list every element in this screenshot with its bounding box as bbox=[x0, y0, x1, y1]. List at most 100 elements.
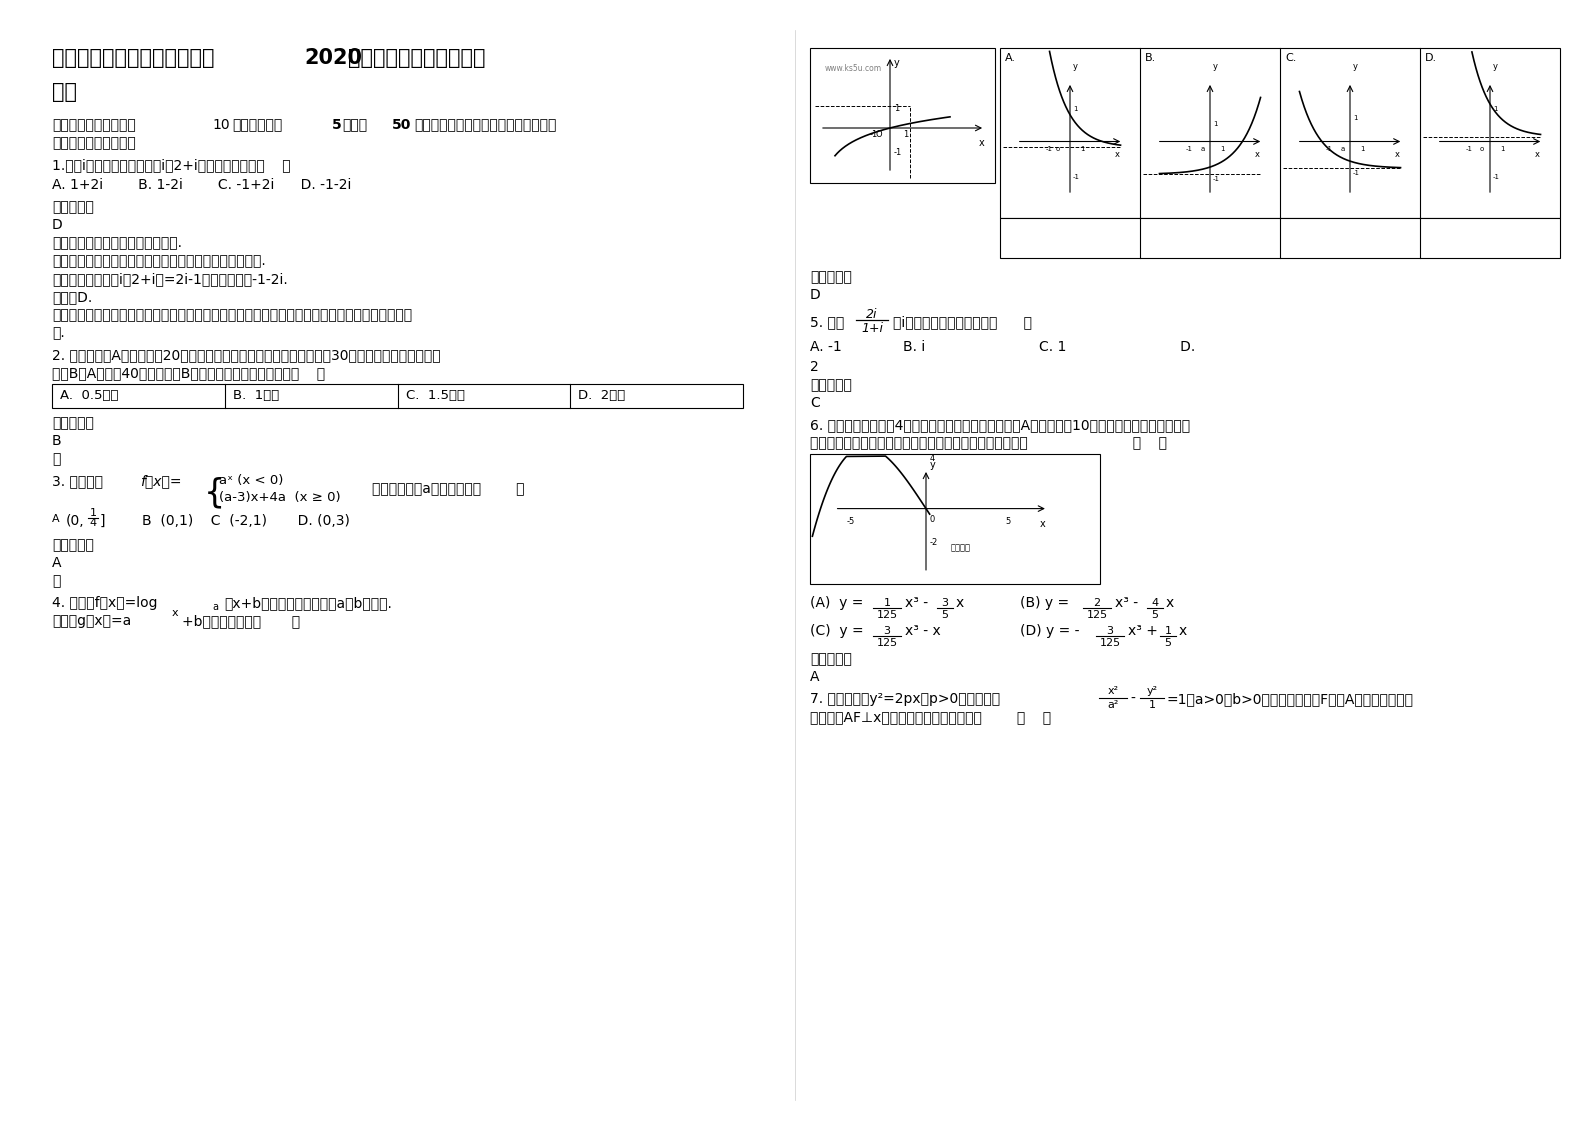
Text: y: y bbox=[893, 58, 900, 68]
Text: -1: -1 bbox=[870, 130, 878, 139]
Text: D.  2小时: D. 2小时 bbox=[578, 389, 625, 402]
Text: 交点，且AF⊥x轴，则该双曲线的离心率为        （    ）: 交点，且AF⊥x轴，则该双曲线的离心率为 （ ） bbox=[809, 710, 1051, 724]
Text: -1: -1 bbox=[1466, 146, 1473, 151]
Text: y: y bbox=[930, 460, 936, 470]
Text: 参考答案：: 参考答案： bbox=[52, 200, 94, 214]
Text: (B) y =: (B) y = bbox=[1020, 596, 1073, 610]
Text: {: { bbox=[205, 476, 225, 509]
Text: 1: 1 bbox=[1149, 700, 1155, 710]
Text: x: x bbox=[1535, 149, 1541, 158]
Bar bbox=[809, 454, 1100, 583]
Text: 1: 1 bbox=[1220, 146, 1225, 151]
Text: (A)  y =: (A) y = bbox=[809, 596, 868, 610]
Text: （i是虚数单位）的虚部为（      ）: （i是虚数单位）的虚部为（ ） bbox=[893, 315, 1032, 329]
Text: 4: 4 bbox=[89, 518, 97, 528]
Text: -: - bbox=[1130, 692, 1135, 706]
Text: +b的大致图象是（       ）: +b的大致图象是（ ） bbox=[183, 614, 300, 628]
Text: 1: 1 bbox=[1500, 146, 1504, 151]
Text: C.: C. bbox=[1285, 53, 1297, 63]
Text: 略: 略 bbox=[52, 574, 60, 588]
Text: 2. 台风中心从A地以每小时20千米的速度向东北方向移动，离台风中心30千米内的地区为危险区，: 2. 台风中心从A地以每小时20千米的速度向东北方向移动，离台风中心30千米内的… bbox=[52, 348, 441, 362]
Text: 2020: 2020 bbox=[305, 48, 362, 68]
Text: x: x bbox=[955, 596, 965, 610]
Text: 1: 1 bbox=[893, 104, 900, 113]
Text: -1: -1 bbox=[1212, 176, 1220, 182]
Text: 5: 5 bbox=[1152, 610, 1159, 620]
Text: x³ -: x³ - bbox=[905, 596, 928, 610]
Text: 125: 125 bbox=[876, 610, 898, 620]
Text: -5: -5 bbox=[847, 516, 855, 525]
Text: ]: ] bbox=[100, 514, 105, 528]
Text: o: o bbox=[1055, 146, 1060, 151]
Text: 略: 略 bbox=[52, 452, 60, 466]
Text: 5. 复数: 5. 复数 bbox=[809, 315, 844, 329]
Text: （x+b）的图象如图，其中a，b为常数.: （x+b）的图象如图，其中a，b为常数. bbox=[224, 596, 392, 610]
Text: 50: 50 bbox=[392, 118, 411, 132]
Text: B.  1小时: B. 1小时 bbox=[233, 389, 279, 402]
Text: -1: -1 bbox=[1185, 146, 1193, 151]
Text: 5: 5 bbox=[332, 118, 341, 132]
Text: A: A bbox=[809, 670, 819, 684]
Text: 参考答案：: 参考答案： bbox=[52, 416, 94, 430]
Text: A: A bbox=[52, 557, 62, 570]
Text: 【点评】本题考查共轭复数的定义、复数的四则运算法则，考查了推理能力与计算能力，属于基础: 【点评】本题考查共轭复数的定义、复数的四则运算法则，考查了推理能力与计算能力，属… bbox=[52, 309, 413, 322]
Text: a: a bbox=[213, 603, 217, 611]
Text: 江苏省宿迁市泗洪县洪翔中学: 江苏省宿迁市泗洪县洪翔中学 bbox=[52, 48, 214, 68]
Text: 小题，每小题: 小题，每小题 bbox=[232, 118, 282, 132]
Text: 则函数g（x）=a: 则函数g（x）=a bbox=[52, 614, 132, 628]
Text: 飞行轨迹为某三次函数图象的一部分，则该函数的解析式为                        （    ）: 飞行轨迹为某三次函数图象的一部分，则该函数的解析式为 （ ） bbox=[809, 436, 1166, 450]
Text: =1（a>0，b>0）有相同的焦点F，点A是两曲线的一个: =1（a>0，b>0）有相同的焦点F，点A是两曲线的一个 bbox=[1166, 692, 1414, 706]
Text: 是一个符合题目要求的: 是一个符合题目要求的 bbox=[52, 136, 136, 150]
Text: 参考答案：: 参考答案： bbox=[809, 652, 852, 666]
Bar bbox=[1000, 48, 1560, 218]
Text: 0: 0 bbox=[928, 515, 935, 524]
Text: 5: 5 bbox=[941, 610, 949, 620]
Text: 1: 1 bbox=[1354, 114, 1357, 121]
Text: -1: -1 bbox=[1046, 146, 1054, 151]
Text: -1: -1 bbox=[893, 148, 903, 157]
Text: -1: -1 bbox=[1493, 174, 1500, 181]
Text: 1.已知i是虚数单位，则复数i（2+i）的共轭复数为（    ）: 1.已知i是虚数单位，则复数i（2+i）的共轭复数为（ ） bbox=[52, 158, 290, 172]
Text: 125: 125 bbox=[876, 638, 898, 649]
Text: x³ - x: x³ - x bbox=[905, 624, 941, 638]
Text: x: x bbox=[979, 138, 986, 148]
Text: 1: 1 bbox=[90, 508, 97, 518]
Text: 解析: 解析 bbox=[52, 82, 78, 102]
Text: o: o bbox=[1481, 146, 1484, 151]
Text: 3. 已知函数: 3. 已知函数 bbox=[52, 473, 103, 488]
Text: 题.: 题. bbox=[52, 327, 65, 340]
Text: 3: 3 bbox=[941, 598, 949, 608]
Text: C: C bbox=[809, 396, 820, 410]
Text: x: x bbox=[1179, 624, 1187, 638]
Text: 1: 1 bbox=[1165, 626, 1171, 636]
Text: aˣ (x < 0): aˣ (x < 0) bbox=[219, 473, 284, 487]
Text: 3: 3 bbox=[884, 626, 890, 636]
Text: 参考答案：: 参考答案： bbox=[809, 270, 852, 284]
Text: 2: 2 bbox=[1093, 598, 1100, 608]
Text: 1: 1 bbox=[1081, 146, 1084, 151]
Text: y: y bbox=[1354, 62, 1358, 71]
Text: A. 1+2i        B. 1-2i        C. -1+2i      D. -1-2i: A. 1+2i B. 1-2i C. -1+2i D. -1-2i bbox=[52, 178, 351, 192]
Text: a: a bbox=[1341, 146, 1346, 151]
Text: 故选：D.: 故选：D. bbox=[52, 289, 92, 304]
Text: -1: -1 bbox=[1073, 174, 1081, 181]
Text: 城市B在A的正东40千米处，则B城市处于危险区内的时间为（    ）: 城市B在A的正东40千米处，则B城市处于危险区内的时间为（ ） bbox=[52, 366, 325, 380]
Text: 拟着陆点: 拟着陆点 bbox=[951, 543, 970, 552]
Text: A.: A. bbox=[1005, 53, 1016, 63]
Text: x: x bbox=[1255, 149, 1260, 158]
Text: x: x bbox=[1395, 149, 1400, 158]
Text: 1: 1 bbox=[1493, 105, 1498, 112]
Text: 2: 2 bbox=[809, 360, 819, 374]
Text: 10: 10 bbox=[213, 118, 230, 132]
Text: 7. 已知抛物线y²=2px（p>0）与双曲线: 7. 已知抛物线y²=2px（p>0）与双曲线 bbox=[809, 692, 1000, 706]
Text: y: y bbox=[1493, 62, 1498, 71]
Text: 【解答】解：复数i（2+i）=2i-1的共轭复数为-1-2i.: 【解答】解：复数i（2+i）=2i-1的共轭复数为-1-2i. bbox=[52, 272, 287, 286]
Text: 125: 125 bbox=[1100, 638, 1120, 649]
Text: 单调递减，求a的取值范围（        ）: 单调递减，求a的取值范围（ ） bbox=[371, 482, 524, 496]
Text: 分，共: 分，共 bbox=[343, 118, 367, 132]
Text: C.  1.5小时: C. 1.5小时 bbox=[406, 389, 465, 402]
Text: 1: 1 bbox=[1073, 105, 1078, 112]
Text: x²: x² bbox=[1108, 686, 1119, 696]
Text: x: x bbox=[1166, 596, 1174, 610]
Text: 125: 125 bbox=[1087, 610, 1108, 620]
